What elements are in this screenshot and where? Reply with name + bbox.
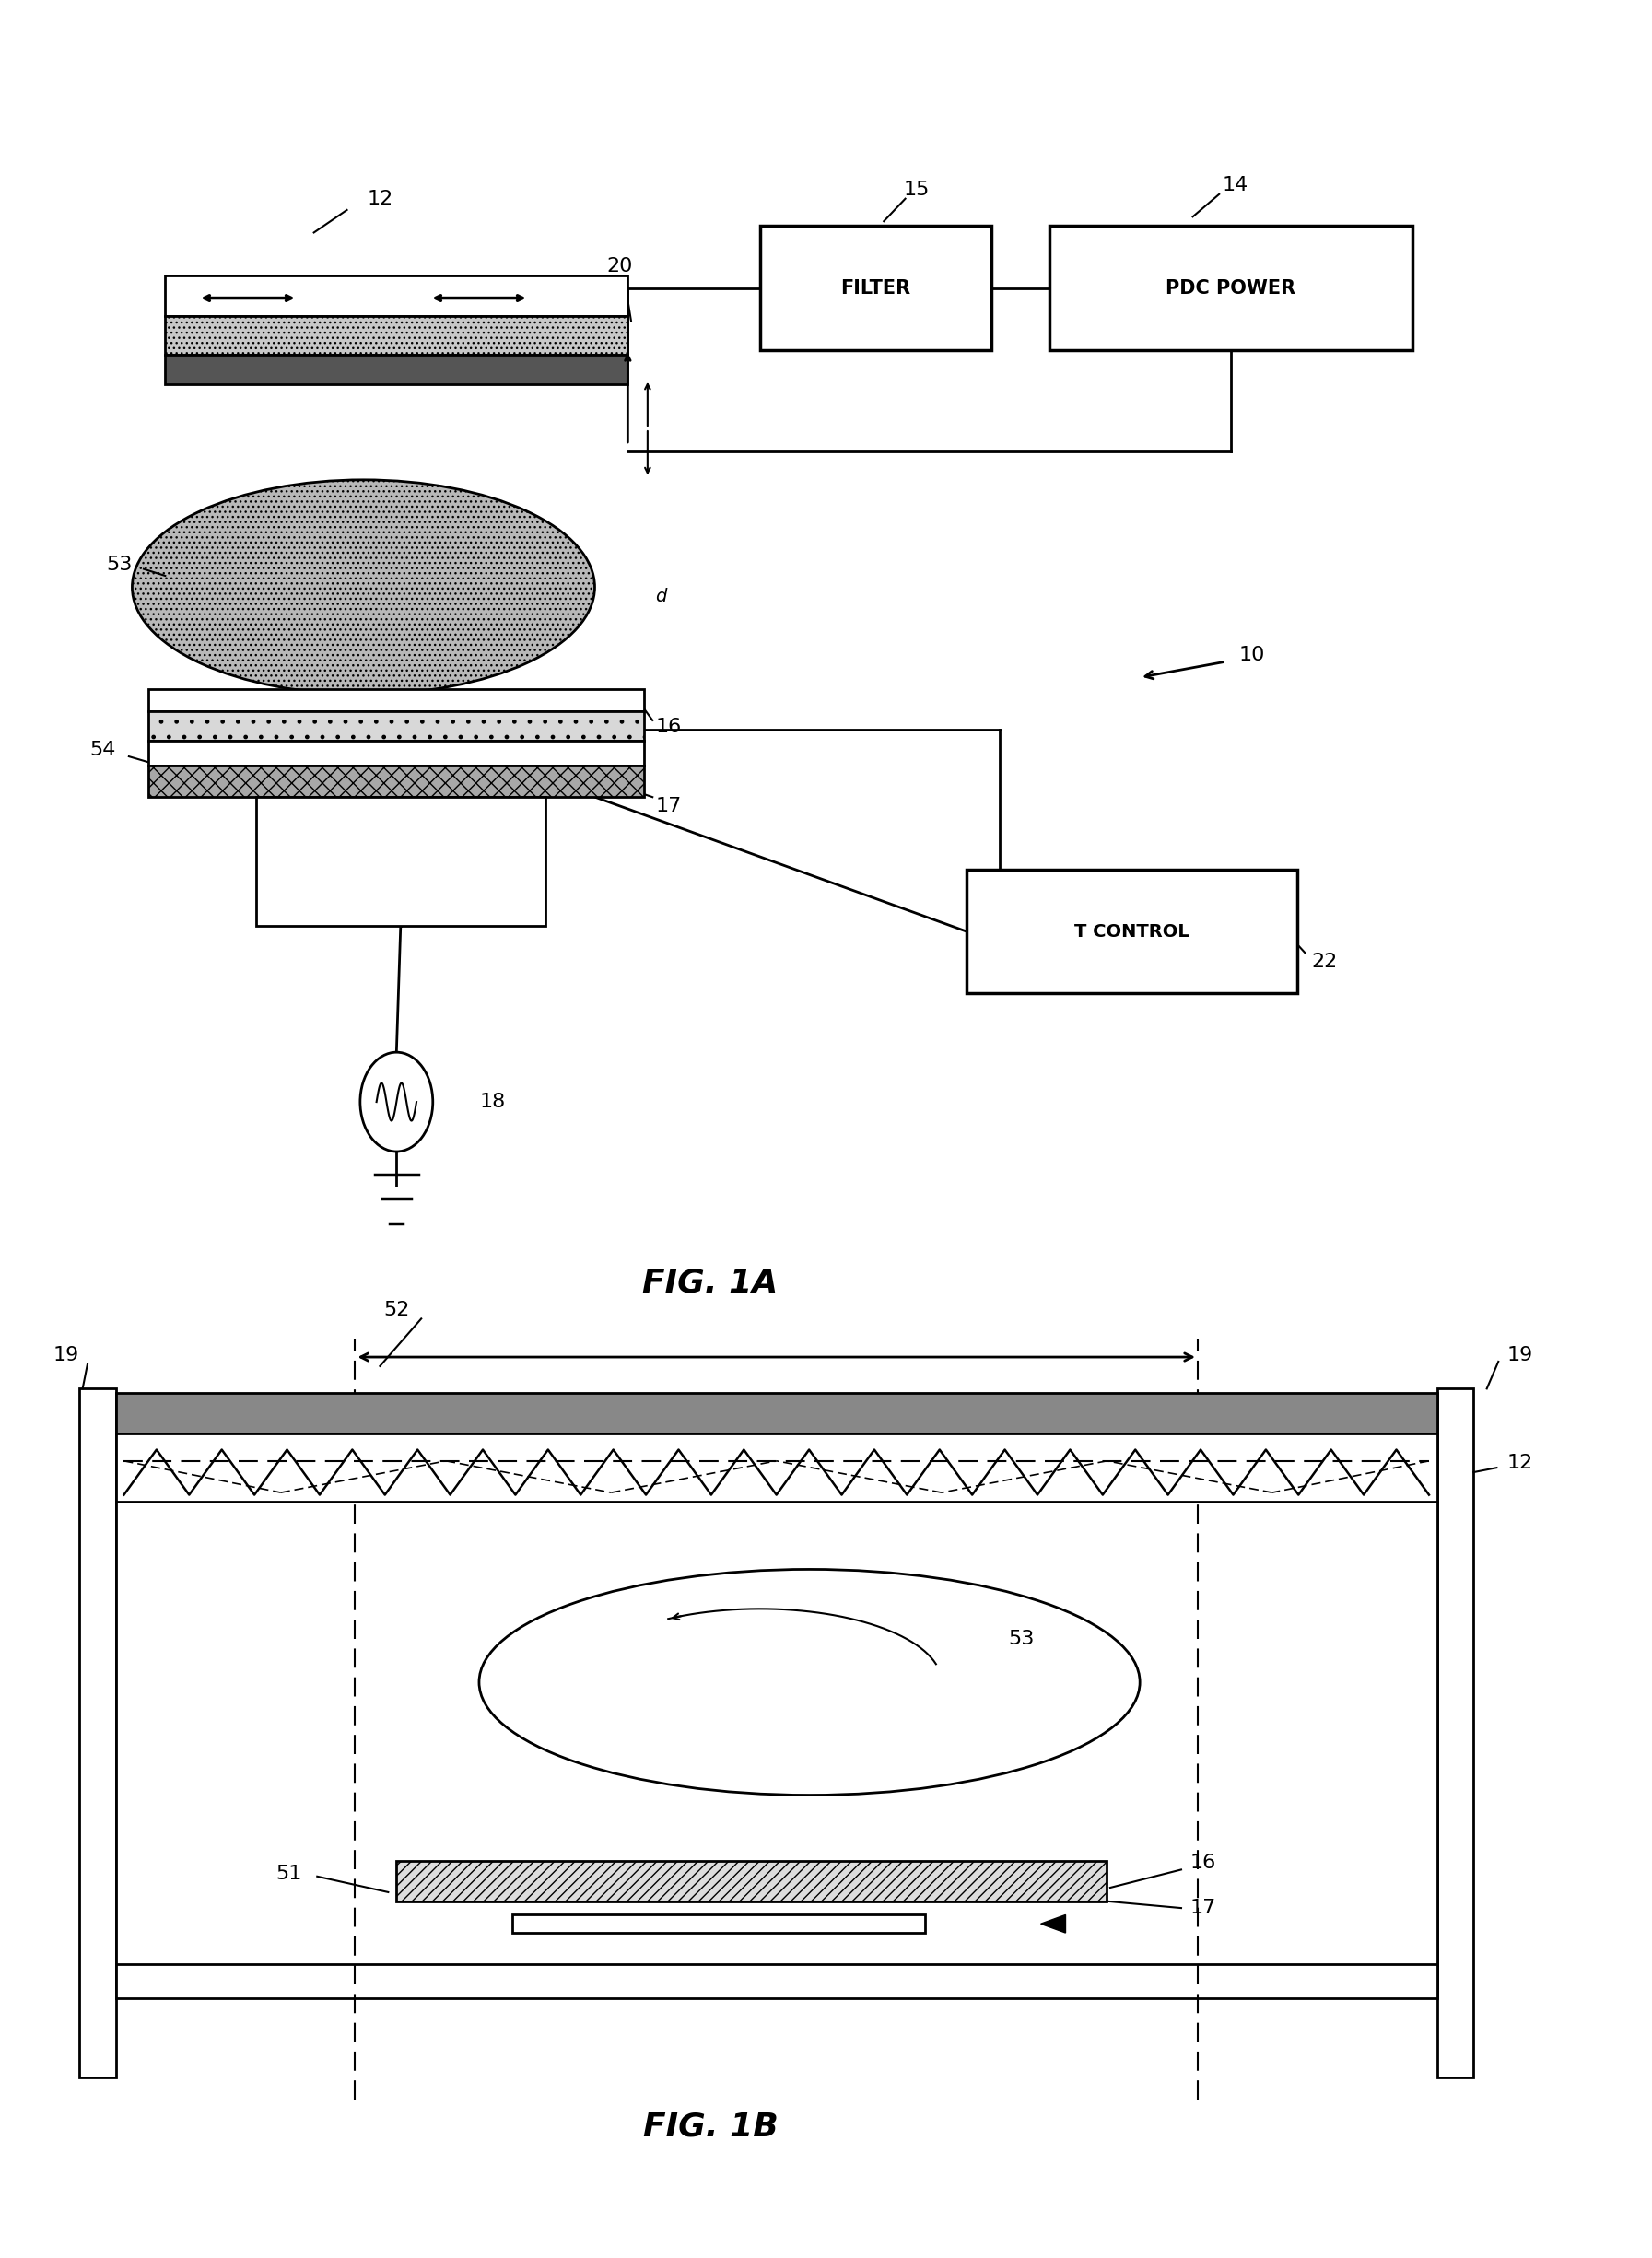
Text: 53: 53 (106, 555, 132, 574)
Polygon shape (1041, 1915, 1066, 1933)
Text: T CONTROL: T CONTROL (1074, 924, 1189, 939)
Ellipse shape (132, 481, 595, 695)
Bar (149, 711, 644, 741)
Text: 12: 12 (367, 190, 393, 208)
Text: 18: 18 (479, 1093, 506, 1111)
Text: 15: 15 (904, 181, 930, 199)
Bar (149, 689, 644, 711)
Text: 14: 14 (1222, 176, 1249, 194)
Bar (396, 1861, 1107, 1901)
FancyBboxPatch shape (966, 869, 1297, 994)
FancyBboxPatch shape (760, 226, 991, 350)
Text: 51: 51 (276, 1865, 302, 1883)
Bar (149, 765, 644, 797)
Bar (79, 1389, 116, 2077)
Bar (116, 1964, 1437, 1998)
Bar (165, 355, 628, 384)
Ellipse shape (479, 1569, 1140, 1795)
Text: PDC POWER: PDC POWER (1166, 278, 1295, 298)
Text: FIG. 1B: FIG. 1B (643, 2111, 778, 2143)
Text: 19: 19 (53, 1346, 79, 1364)
Text: 52: 52 (383, 1301, 410, 1319)
Text: 17: 17 (1189, 1899, 1216, 1917)
Text: 54: 54 (89, 741, 116, 759)
Text: 12: 12 (1507, 1454, 1533, 1472)
Text: d: d (656, 587, 666, 605)
Text: FILTER: FILTER (841, 278, 910, 298)
Bar (256, 797, 545, 926)
FancyBboxPatch shape (1049, 226, 1412, 350)
Bar (165, 275, 628, 316)
Text: 22: 22 (1312, 953, 1338, 971)
Text: 19: 19 (1507, 1346, 1533, 1364)
Bar (1437, 1389, 1474, 2077)
Bar (149, 741, 644, 765)
Text: FIG. 1A: FIG. 1A (643, 1267, 778, 1298)
Text: 10: 10 (1239, 646, 1265, 664)
Text: 17: 17 (656, 797, 682, 815)
Text: 20: 20 (606, 257, 633, 275)
Circle shape (360, 1052, 433, 1152)
Text: 53: 53 (1008, 1630, 1034, 1648)
Bar (512, 1915, 925, 1933)
Bar (165, 316, 628, 355)
Bar (116, 1502, 1437, 1987)
Bar (116, 1393, 1437, 1434)
Bar (116, 1434, 1437, 1502)
Text: 16: 16 (656, 718, 682, 736)
Text: 16: 16 (1189, 1854, 1216, 1872)
